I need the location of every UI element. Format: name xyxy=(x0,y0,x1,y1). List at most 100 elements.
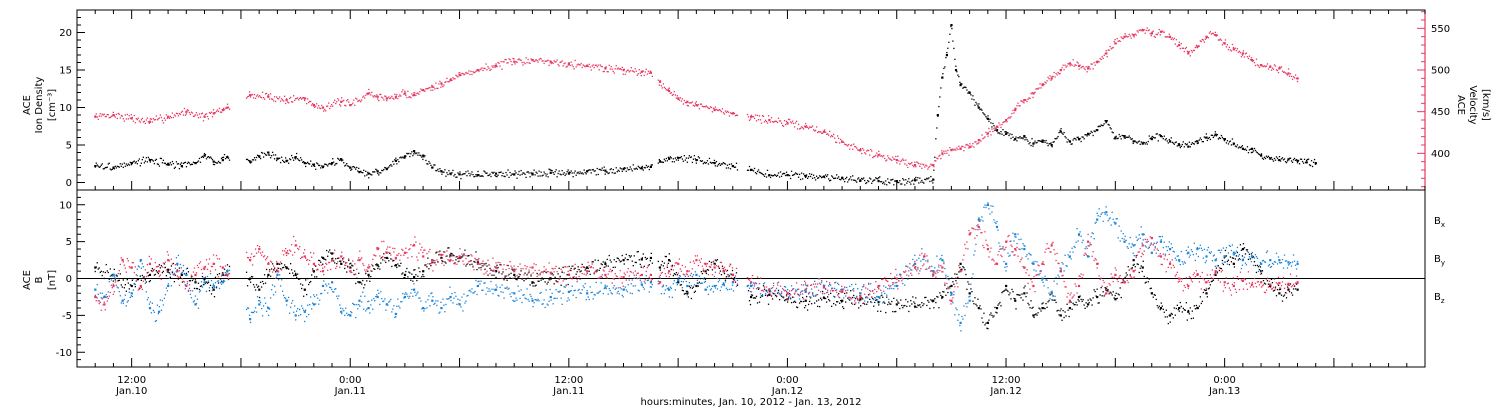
velocity-sample xyxy=(606,71,608,73)
by-sample xyxy=(207,280,210,282)
density-sample xyxy=(867,179,869,182)
velocity-sample xyxy=(869,154,871,156)
density-sample xyxy=(299,159,301,162)
velocity-sample xyxy=(1145,29,1147,32)
density-sample xyxy=(799,178,802,181)
density-sample xyxy=(138,158,140,160)
density-sample xyxy=(804,176,807,179)
by-sample xyxy=(723,285,726,287)
by-sample xyxy=(180,272,183,274)
by-sample xyxy=(188,287,191,290)
velocity-sample xyxy=(538,59,540,61)
velocity-sample xyxy=(339,103,341,106)
bx-sample xyxy=(1210,280,1213,283)
bx-sample xyxy=(411,273,413,275)
by-sample xyxy=(666,288,668,290)
velocity-sample xyxy=(798,128,801,130)
by-sample xyxy=(591,291,593,294)
velocity-sample xyxy=(923,164,925,166)
velocity-sample xyxy=(1085,66,1087,68)
velocity-point xyxy=(968,145,971,148)
density-sample xyxy=(462,173,464,175)
velocity-sample xyxy=(271,98,274,100)
bx-sample xyxy=(606,258,608,261)
density-sample xyxy=(551,170,553,172)
velocity-sample xyxy=(214,112,217,114)
bx-point xyxy=(704,270,707,273)
by-sample xyxy=(892,283,894,286)
bx-sample xyxy=(174,274,177,276)
velocity-sample xyxy=(1079,64,1081,66)
velocity-sample xyxy=(398,95,400,98)
by-sample xyxy=(386,303,388,305)
by-sample xyxy=(123,298,125,301)
bx-sample xyxy=(953,283,955,285)
by-sample xyxy=(357,308,359,310)
velocity-point xyxy=(649,71,653,74)
density-sample xyxy=(413,153,415,155)
density-sample xyxy=(494,174,496,177)
by-sample xyxy=(508,287,510,289)
density-sample xyxy=(643,166,645,169)
velocity-sample xyxy=(431,84,433,86)
bx-sample xyxy=(829,300,831,302)
velocity-sample xyxy=(511,63,513,66)
velocity-sample xyxy=(344,104,346,107)
bx-sample xyxy=(1196,306,1198,309)
velocity-sample xyxy=(288,97,291,100)
velocity-sample xyxy=(703,105,706,108)
by-sample xyxy=(686,294,689,296)
velocity-sample xyxy=(473,72,475,74)
bx-sample xyxy=(883,301,885,303)
density-sample xyxy=(851,179,853,181)
density-sample xyxy=(684,159,687,161)
velocity-sample xyxy=(165,114,168,116)
by-sample xyxy=(687,291,690,294)
velocity-sample xyxy=(331,103,333,106)
bx-sample xyxy=(996,312,998,314)
bx-point xyxy=(995,307,999,310)
by-sample xyxy=(839,296,841,299)
density-sample xyxy=(902,178,904,180)
velocity-sample xyxy=(1295,77,1298,80)
bx-sample xyxy=(730,273,733,275)
bx-sample xyxy=(1261,270,1264,272)
velocity-sample xyxy=(757,119,760,121)
density-sample xyxy=(973,99,975,101)
by-sample xyxy=(530,295,532,298)
by-sample xyxy=(891,287,893,290)
bx-sample xyxy=(1283,294,1286,296)
velocity-sample xyxy=(926,165,928,167)
velocity-sample xyxy=(340,105,342,107)
bx-sample xyxy=(796,306,799,309)
density-sample xyxy=(873,179,875,181)
by-sample xyxy=(148,303,151,305)
density-sample xyxy=(338,158,340,160)
velocity-sample xyxy=(1162,31,1164,33)
by-point xyxy=(1296,262,1299,265)
density-sample xyxy=(256,154,259,156)
bx-sample xyxy=(435,252,437,254)
by-sample xyxy=(130,295,132,297)
density-sample xyxy=(821,176,824,178)
density-sample xyxy=(450,173,452,176)
by-sample xyxy=(829,283,831,286)
bx-sample xyxy=(715,260,718,262)
velocity-sample xyxy=(388,96,390,98)
velocity-sample xyxy=(578,64,580,66)
velocity-sample xyxy=(1179,47,1181,50)
bx-sample xyxy=(422,274,424,276)
density-sample xyxy=(585,173,587,175)
density-sample xyxy=(1228,141,1231,143)
density-sample xyxy=(504,175,506,178)
density-sample xyxy=(1204,137,1207,139)
velocity-sample xyxy=(186,109,189,111)
bx-sample xyxy=(1202,291,1205,294)
density-sample xyxy=(1041,141,1043,143)
bx-sample xyxy=(640,266,642,268)
density-sample xyxy=(1039,140,1041,142)
density-sample xyxy=(993,125,995,127)
velocity-sample xyxy=(635,70,637,72)
density-sample xyxy=(599,168,601,171)
bx-sample xyxy=(916,306,918,308)
